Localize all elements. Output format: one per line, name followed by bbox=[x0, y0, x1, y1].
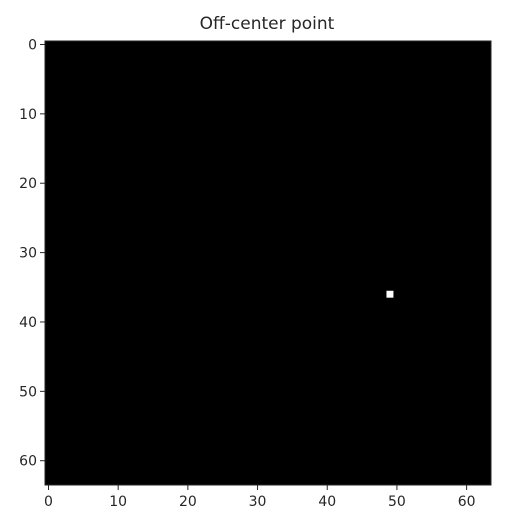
y-tick-label: 60 bbox=[19, 454, 37, 470]
x-tick-label: 50 bbox=[388, 494, 406, 510]
y-tick-label: 10 bbox=[19, 107, 37, 123]
y-tick-label: 20 bbox=[19, 176, 37, 192]
y-tick-label: 30 bbox=[19, 246, 37, 262]
image-background bbox=[45, 41, 491, 485]
x-tick-label: 30 bbox=[249, 494, 267, 510]
x-tick-label: 40 bbox=[318, 494, 336, 510]
x-tick-label: 60 bbox=[458, 494, 476, 510]
axes-frame bbox=[44, 40, 492, 486]
y-tick-label: 40 bbox=[19, 315, 37, 331]
chart-title: Off-center point bbox=[200, 14, 335, 34]
y-tick-label: 50 bbox=[19, 384, 37, 400]
x-tick-label: 20 bbox=[179, 494, 197, 510]
image-pixels bbox=[386, 290, 394, 298]
y-tick-label: 0 bbox=[28, 37, 37, 53]
y-axis: 0 10 20 30 40 50 60 bbox=[19, 37, 45, 470]
x-tick-label: 10 bbox=[109, 494, 127, 510]
x-tick-label: 0 bbox=[44, 494, 53, 510]
bright-pixel bbox=[386, 290, 394, 298]
x-axis: 0 10 20 30 40 50 60 bbox=[44, 485, 476, 510]
